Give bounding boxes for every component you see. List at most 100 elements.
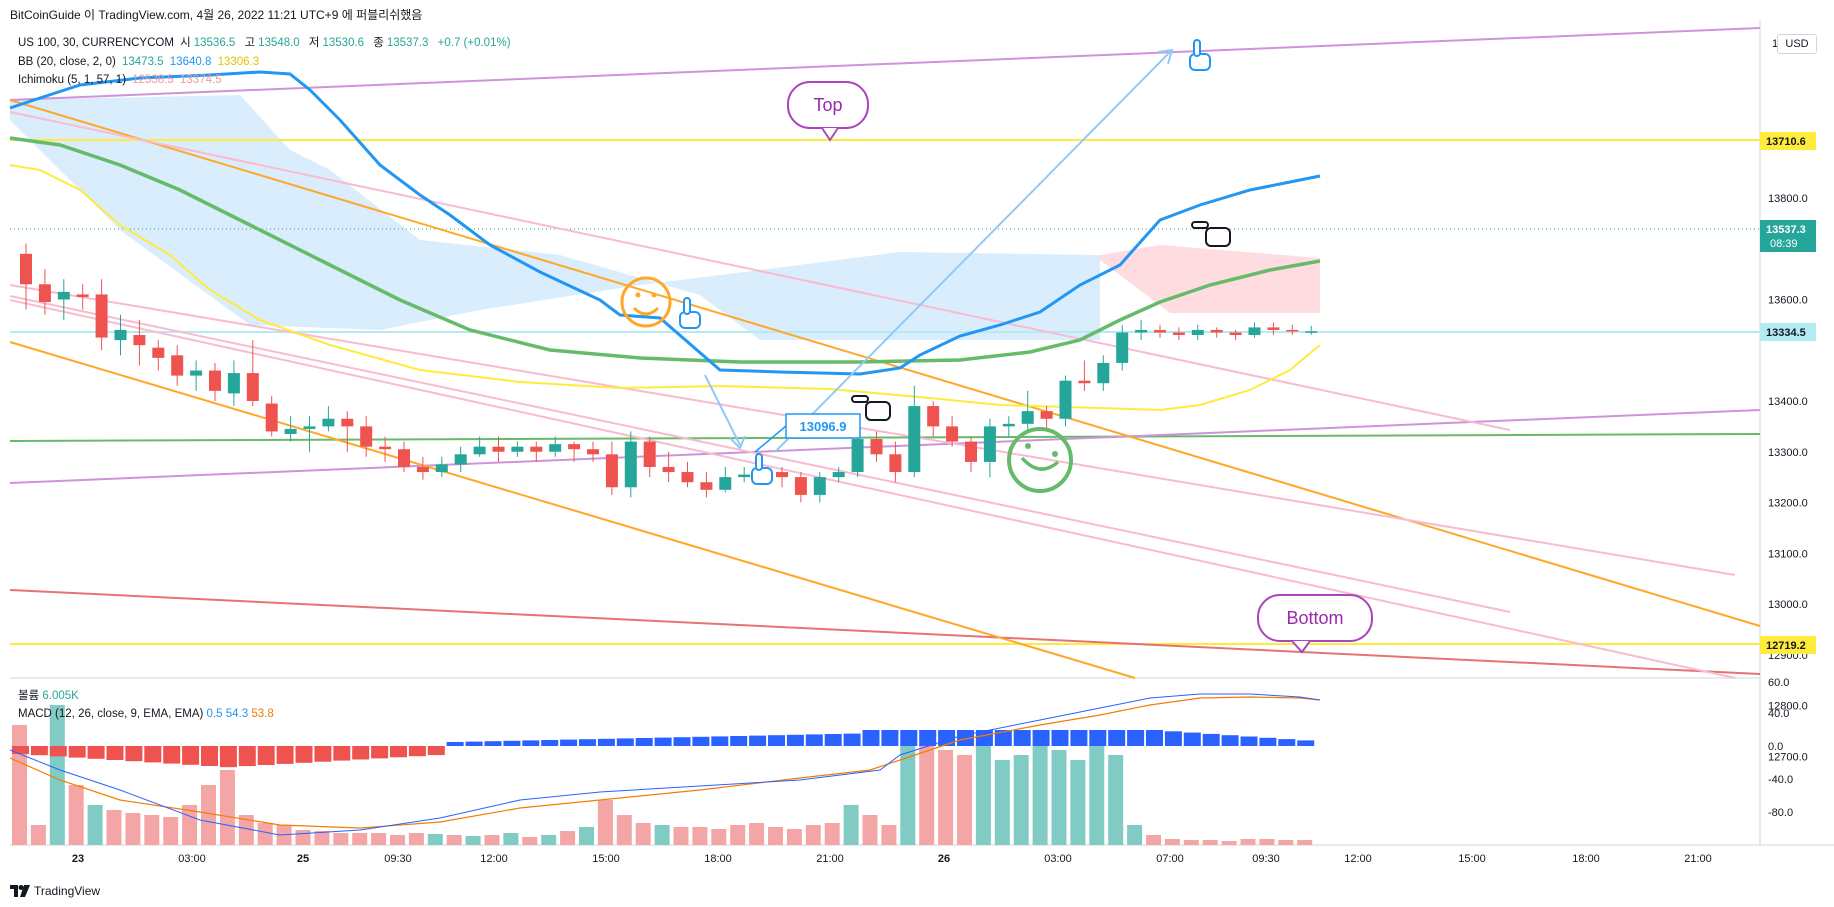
macd-histogram-bar	[371, 746, 389, 759]
bb-value-2: 13640.8	[169, 55, 212, 68]
price-label-box	[1760, 132, 1816, 150]
volume-bar	[730, 825, 746, 845]
hand-pointer-icon-finger	[1193, 39, 1201, 57]
hand-pointer-black-finger	[1191, 221, 1209, 229]
candle-body	[1286, 329, 1299, 332]
macd-histogram-bar	[144, 746, 162, 763]
volume-bar	[1164, 839, 1180, 845]
currency-button[interactable]: USD	[1777, 34, 1817, 54]
symbol-legend-row: US 100, 30, CURRENCYCOM 시 13536.5 고 13548.…	[18, 34, 514, 53]
volume-bar	[49, 705, 65, 845]
bb-label[interactable]: BB (20, close, 2, 0)	[18, 55, 116, 68]
volume-bar	[484, 835, 500, 845]
footer-brand-text: TradingView	[34, 884, 101, 898]
macd-histogram-bar	[49, 746, 67, 757]
candle-body	[643, 441, 656, 467]
volume-bar	[1297, 840, 1313, 845]
x-tick-label: 21:00	[816, 853, 844, 865]
volume-bar	[1202, 840, 1218, 845]
ichimoku-value-2: 13374.5	[180, 74, 222, 86]
macd-histogram-bar	[1202, 733, 1220, 746]
candle-body	[1116, 332, 1129, 363]
ichimoku-label[interactable]: Ichimoku (5, 1, 57, 1)	[18, 74, 127, 86]
macd-histogram-bar	[711, 736, 729, 746]
tradingview-logo-icon	[10, 885, 30, 897]
macd-histogram-bar	[1183, 732, 1201, 746]
volume-bar	[541, 835, 557, 845]
change-value: +0.7 (+0.01%)	[437, 37, 511, 49]
volume-bar	[975, 735, 991, 845]
x-tick-label: 03:00	[1044, 853, 1072, 865]
macd-histogram-bar	[446, 742, 464, 746]
candle-body	[152, 347, 165, 358]
high-label: 고	[244, 37, 256, 49]
indicator-legend: US 100, 30, CURRENCYCOM 시 13536.5 고 13548.…	[18, 34, 514, 90]
macd-histogram-bar	[163, 746, 181, 764]
dizzy-face-icon	[1007, 427, 1073, 493]
candle-body	[605, 454, 618, 488]
trendline-pink-4	[9, 299, 1736, 679]
volume-bar	[919, 745, 935, 845]
macd-histogram-bar	[219, 746, 237, 768]
volume-bar	[427, 834, 443, 845]
candle-body	[983, 426, 996, 462]
macd-histogram-bar	[654, 737, 672, 746]
volume-bar	[824, 823, 840, 845]
smile-face-eye	[635, 292, 641, 298]
ichimoku-base-line	[9, 136, 1321, 364]
arrow-line-down	[704, 374, 741, 446]
volume-bar	[1089, 745, 1105, 845]
volume-bar	[12, 725, 27, 845]
volume-bar	[371, 833, 387, 845]
macd-histogram-bar	[1164, 731, 1182, 746]
volume-bar	[30, 825, 46, 845]
y-tick-label: 13800.0	[1768, 193, 1808, 205]
smile-face-icon	[620, 276, 672, 328]
candle-body	[681, 472, 694, 483]
candle-body	[492, 446, 505, 452]
x-tick-label: 15:00	[592, 853, 620, 865]
candle-body	[587, 449, 599, 455]
low-price-text: 13096.9	[800, 419, 847, 434]
volume-label[interactable]: 볼륨	[18, 690, 40, 702]
candle-body	[776, 472, 788, 478]
macd-histogram-bar	[1051, 730, 1069, 746]
macd-histogram-bar	[635, 738, 653, 746]
hand-pointer-icon-finger	[755, 453, 763, 471]
candle-body	[1229, 332, 1242, 336]
low-label: 저	[308, 37, 320, 49]
y-tick-label: 13000.0	[1768, 599, 1808, 611]
candle-body	[114, 329, 127, 341]
y-tick-label: 1	[1772, 38, 1778, 50]
macd-y-tick-label: 0.0	[1768, 741, 1783, 753]
volume-bar	[1013, 755, 1029, 845]
symbol-label[interactable]: US 100, 30, CURRENCYCOM	[18, 37, 174, 49]
footer-brand: TradingView	[10, 884, 100, 898]
price-label-text: 13537.3	[1766, 224, 1806, 236]
candle-body	[1210, 329, 1223, 333]
macd-label[interactable]: MACD (12, 26, close, 9, EMA, EMA)	[18, 708, 204, 720]
volume-bar	[295, 830, 311, 845]
volume-bar	[560, 831, 576, 845]
volume-bar	[805, 825, 821, 845]
macd-histogram-bar	[182, 746, 200, 765]
bottom-callout-text: Bottom	[1286, 608, 1343, 628]
macd-histogram-bar	[390, 746, 407, 758]
x-tick-label: 21:00	[1684, 853, 1712, 865]
macd-histogram-bar	[749, 735, 767, 746]
candle-body	[303, 426, 316, 429]
volume-bar	[1278, 840, 1294, 845]
x-tick-label: 18:00	[704, 853, 732, 865]
candle-body	[1021, 411, 1034, 424]
volume-bar	[616, 815, 632, 845]
volume-bar	[465, 836, 481, 845]
volume-bar	[1051, 750, 1067, 845]
candle-body	[322, 418, 335, 427]
candle-body	[662, 466, 675, 473]
macd-histogram-bar	[1259, 737, 1277, 746]
macd-histogram-bar	[1297, 740, 1315, 746]
candle-body	[1305, 331, 1318, 333]
candle-body	[624, 441, 637, 488]
macd-histogram-bar	[541, 740, 559, 746]
